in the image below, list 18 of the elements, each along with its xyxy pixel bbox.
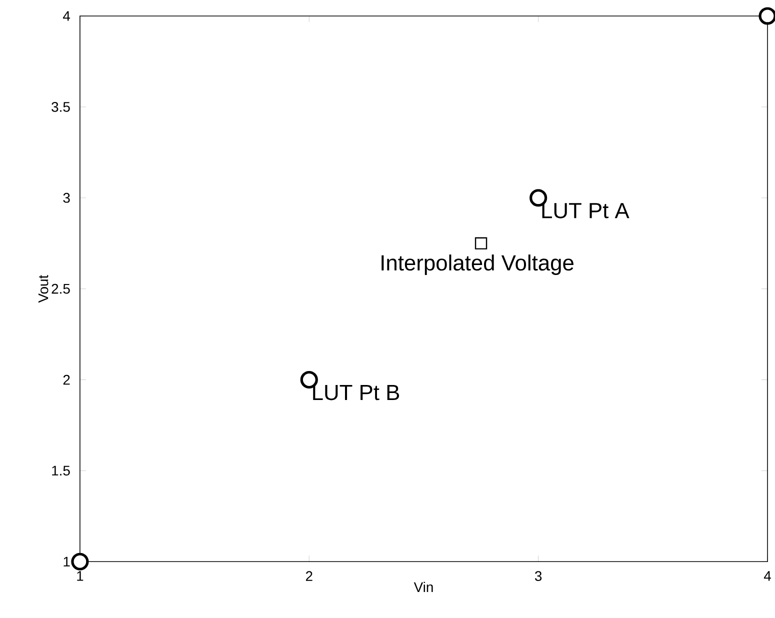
x-tick-label: 3 [534, 571, 542, 582]
x-tick-label: 4 [764, 571, 771, 581]
y-tick-label: 2.5 [52, 284, 70, 294]
y-tick-label: 4 [63, 11, 70, 21]
y-tick-label: 1.5 [52, 466, 70, 476]
x-axis-title: Vin [414, 582, 433, 592]
y-axis-title: Vout [38, 275, 48, 303]
x-tick-label: 1 [77, 571, 84, 581]
annotation: LUT Pt B [313, 385, 400, 400]
annotation: LUT Pt A [542, 203, 630, 219]
point [474, 237, 488, 250]
y-tick-label: 2 [63, 375, 70, 385]
y-tick-label: 1 [64, 557, 70, 567]
y-tick-label: 3 [63, 193, 70, 204]
annotation: Interpolated Voltage [382, 254, 574, 276]
point [71, 553, 89, 571]
x-tick-label: 2 [306, 571, 312, 582]
y-tick-label: 3.5 [52, 102, 70, 112]
